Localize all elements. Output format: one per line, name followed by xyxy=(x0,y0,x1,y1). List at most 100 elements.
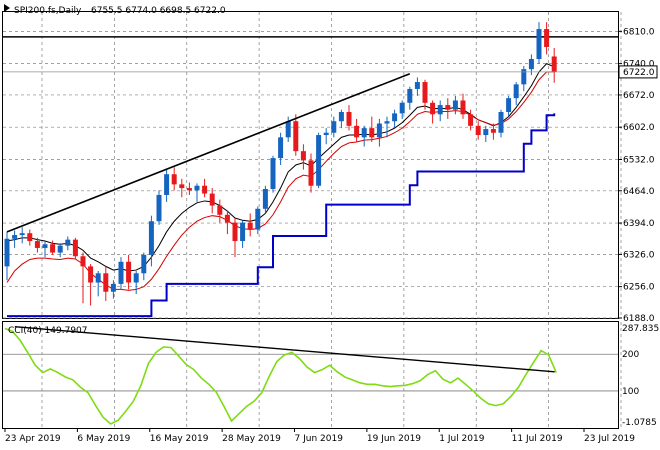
candle-body xyxy=(452,100,458,110)
candle-body xyxy=(354,125,360,138)
candle-body xyxy=(186,188,192,191)
candle-body xyxy=(445,105,451,110)
y-tick-label: 6326.0 xyxy=(623,250,655,260)
header-marker-icon xyxy=(4,4,10,12)
candle-body xyxy=(50,244,56,253)
candle-body xyxy=(224,214,230,223)
candle-body xyxy=(118,261,124,284)
cci-panel xyxy=(4,326,557,425)
candle-body xyxy=(430,102,436,115)
candle-body xyxy=(338,112,344,122)
candle-body xyxy=(232,222,238,242)
candle-body xyxy=(95,273,101,283)
x-tick-label: 28 May 2019 xyxy=(222,434,281,444)
candle-body xyxy=(361,128,367,138)
main-panel-frame xyxy=(2,11,619,319)
candle-body xyxy=(209,193,215,206)
candle-body xyxy=(179,184,185,189)
candle-body xyxy=(133,273,139,283)
y-tick-label: 6394.0 xyxy=(623,219,655,229)
x-tick-label: 6 May 2019 xyxy=(77,434,130,444)
candle-body xyxy=(34,241,40,248)
cci-tick-label: -1.0785 xyxy=(622,418,657,428)
y-tick-label: 6740.0 xyxy=(623,60,655,70)
candle-body xyxy=(551,56,557,72)
candle-body xyxy=(285,121,291,138)
candle-body xyxy=(536,29,542,60)
x-tick-label: 1 Jul 2019 xyxy=(439,434,484,444)
y-tick-label: 6532.0 xyxy=(623,155,655,165)
y-tick-label: 6810.0 xyxy=(623,27,655,37)
price-panel xyxy=(3,22,618,318)
chart-header-ohlc: 6755.5 6774.0 6698.5 6722.0 xyxy=(91,6,226,16)
candle-body xyxy=(202,185,208,194)
x-tick-label: 19 Jun 2019 xyxy=(367,434,421,444)
candle-body xyxy=(88,266,94,283)
candle-body xyxy=(19,233,25,236)
candle-body xyxy=(316,135,322,186)
candle-body xyxy=(141,254,147,274)
x-tick-label: 23 Apr 2019 xyxy=(5,434,61,444)
candle-body xyxy=(42,244,48,248)
candle-body xyxy=(110,283,116,292)
candle-body xyxy=(399,102,405,114)
x-tick-label: 23 Jul 2019 xyxy=(584,434,635,444)
candle-body xyxy=(528,59,534,70)
y-tick-label: 6464.0 xyxy=(623,187,655,197)
candle-body xyxy=(262,188,268,209)
candle-body xyxy=(346,112,352,126)
candle-body xyxy=(4,238,10,267)
candle-body xyxy=(422,82,428,103)
chart-header-symbol: SPI200.fs,Daily xyxy=(14,6,82,16)
candle-body xyxy=(164,174,170,195)
candle-body xyxy=(194,185,200,191)
y-tick-label: 6602.0 xyxy=(623,123,655,133)
x-tick-label: 16 May 2019 xyxy=(150,434,209,444)
candle-body xyxy=(498,112,504,133)
indicator-panel-frame xyxy=(2,321,619,429)
candle-body xyxy=(483,129,489,136)
candle-body xyxy=(65,239,71,246)
candle-body xyxy=(437,105,443,115)
candle-body xyxy=(255,208,261,230)
candle-body xyxy=(270,158,276,189)
candle-body xyxy=(12,235,18,239)
cci-tick-label: 287.8357 xyxy=(622,324,660,334)
candle-body xyxy=(369,128,375,138)
candle-body xyxy=(308,160,314,186)
candle-body xyxy=(80,256,86,267)
y-tick-label: 6188.0 xyxy=(623,314,655,324)
x-tick-label: 11 Jul 2019 xyxy=(512,434,563,444)
candle-body xyxy=(293,121,299,152)
axes: 23 Apr 2019 6 May 2019 16 May 2019 28 May 2… xyxy=(4,27,660,444)
candle-body xyxy=(247,222,253,230)
y-tick-label: 6672.0 xyxy=(623,91,655,101)
candle-body xyxy=(217,205,223,215)
candle-body xyxy=(414,82,420,89)
candle-body xyxy=(392,113,398,122)
candle-body xyxy=(156,194,162,222)
cci-indicator-label: CCI(40) 149.7907 xyxy=(8,326,88,336)
candle-body xyxy=(126,261,132,283)
candle-body xyxy=(407,88,413,103)
candle-body xyxy=(460,100,466,115)
candle-body xyxy=(521,69,527,85)
trend-line xyxy=(6,73,411,233)
candle-body xyxy=(544,29,550,48)
candle-body xyxy=(475,125,481,136)
candle-body xyxy=(72,239,78,257)
candle-body xyxy=(384,121,390,124)
candle-body xyxy=(57,245,63,253)
band-line xyxy=(6,71,555,291)
candle-body xyxy=(278,137,284,159)
candle-body xyxy=(148,221,154,255)
candle-body xyxy=(300,151,306,161)
band-line xyxy=(7,113,556,318)
cci-tick-label: 200 xyxy=(622,350,639,360)
last-price-marker xyxy=(618,65,658,79)
cci-line xyxy=(4,327,557,425)
candle-body xyxy=(240,222,246,242)
candle-body xyxy=(27,233,33,242)
candle-body xyxy=(468,114,474,126)
